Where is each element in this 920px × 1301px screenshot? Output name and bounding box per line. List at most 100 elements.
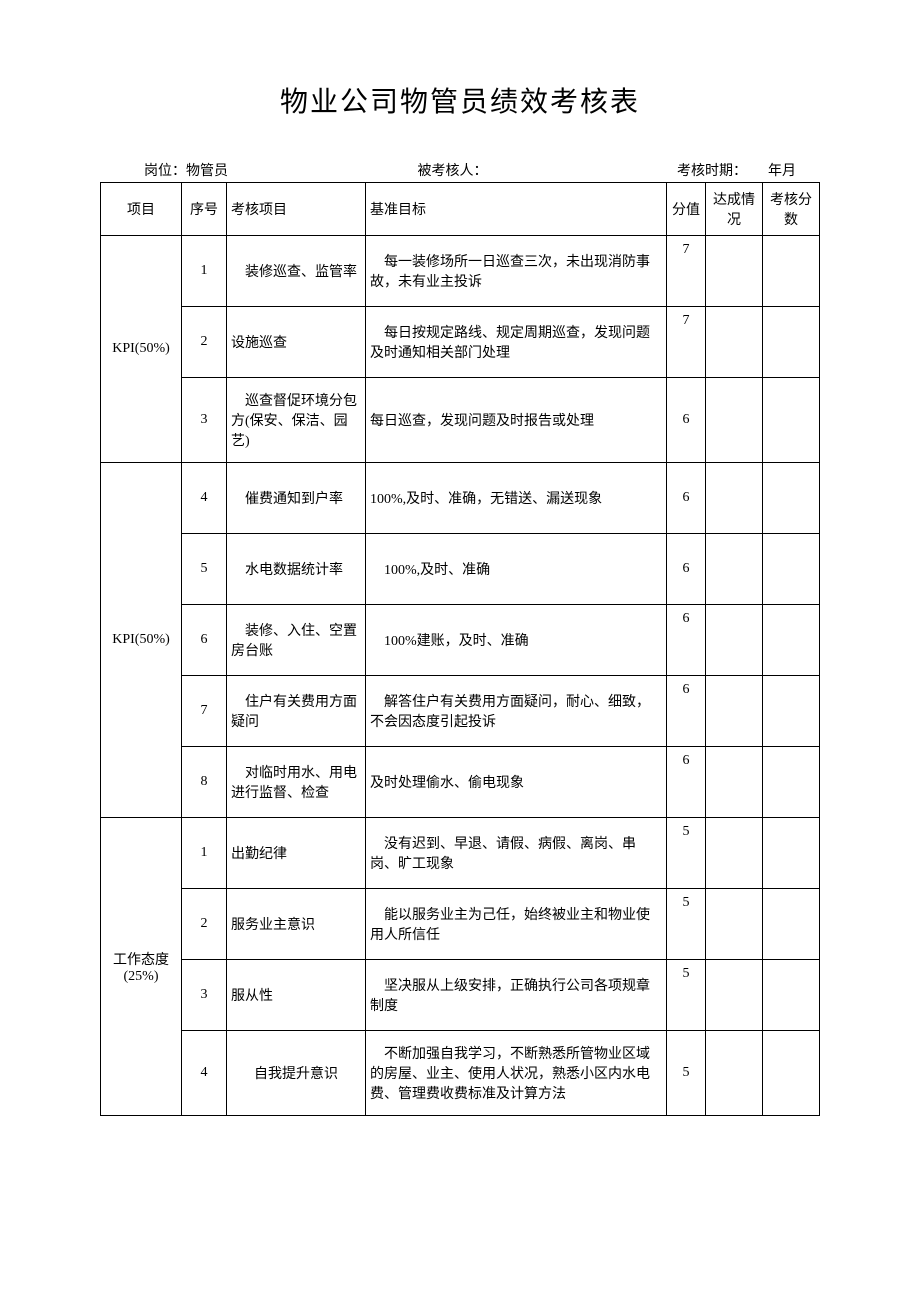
header-target: 基准目标 xyxy=(366,183,667,236)
meta-period: 考核时期： 年月 xyxy=(677,160,796,180)
cell-score: 5 xyxy=(667,889,706,960)
cell-target: 坚决服从上级安排，正确执行公司各项规章制度 xyxy=(366,960,667,1031)
cell-item: 自我提升意识 xyxy=(227,1031,366,1116)
cell-achieved xyxy=(706,463,763,534)
cell-result xyxy=(763,378,820,463)
cell-item: 设施巡查 xyxy=(227,307,366,378)
cell-seq: 3 xyxy=(182,378,227,463)
cell-item: 装修巡查、监管率 xyxy=(227,236,366,307)
cell-result xyxy=(763,747,820,818)
table-row: 工作态度(25%) 1 出勤纪律 没有迟到、早退、请假、病假、离岗、串岗、旷工现… xyxy=(101,818,820,889)
header-item: 考核项目 xyxy=(227,183,366,236)
cell-result xyxy=(763,960,820,1031)
page-title: 物业公司物管员绩效考核表 xyxy=(100,80,820,120)
cell-item: 装修、入住、空置房台账 xyxy=(227,605,366,676)
period-value: 年月 xyxy=(768,164,796,179)
cell-seq: 2 xyxy=(182,307,227,378)
cell-item: 服从性 xyxy=(227,960,366,1031)
cell-score: 5 xyxy=(667,960,706,1031)
header-seq: 序号 xyxy=(182,183,227,236)
cell-seq: 4 xyxy=(182,463,227,534)
cell-seq: 6 xyxy=(182,605,227,676)
cell-score: 5 xyxy=(667,1031,706,1116)
meta-row: 岗位：物管员 被考核人： 考核时期： 年月 xyxy=(100,160,820,180)
cell-score: 6 xyxy=(667,747,706,818)
cell-achieved xyxy=(706,818,763,889)
cell-achieved xyxy=(706,889,763,960)
cell-item: 服务业主意识 xyxy=(227,889,366,960)
assessee-label: 被考核人： xyxy=(418,164,488,179)
cell-item: 住户有关费用方面疑问 xyxy=(227,676,366,747)
cell-seq: 7 xyxy=(182,676,227,747)
cell-score: 7 xyxy=(667,236,706,307)
cell-result xyxy=(763,463,820,534)
table-header-row: 项目 序号 考核项目 基准目标 分值 达成情况 考核分数 xyxy=(101,183,820,236)
cell-achieved xyxy=(706,534,763,605)
cell-achieved xyxy=(706,236,763,307)
header-achieved: 达成情况 xyxy=(706,183,763,236)
cell-item: 巡查督促环境分包方(保安、保洁、园艺) xyxy=(227,378,366,463)
cell-score: 6 xyxy=(667,378,706,463)
meta-position: 岗位：物管员 xyxy=(144,160,228,180)
cell-result xyxy=(763,818,820,889)
cell-target: 不断加强自我学习，不断熟悉所管物业区域的房屋、业主、使用人状况，熟悉小区内水电费… xyxy=(366,1031,667,1116)
table-row: 5 水电数据统计率 100%,及时、准确 6 xyxy=(101,534,820,605)
header-result: 考核分数 xyxy=(763,183,820,236)
cell-target: 没有迟到、早退、请假、病假、离岗、串岗、旷工现象 xyxy=(366,818,667,889)
table-row: 2 服务业主意识 能以服务业主为己任，始终被业主和物业使用人所信任 5 xyxy=(101,889,820,960)
cell-result xyxy=(763,534,820,605)
table-row: 4 自我提升意识 不断加强自我学习，不断熟悉所管物业区域的房屋、业主、使用人状况… xyxy=(101,1031,820,1116)
cell-achieved xyxy=(706,605,763,676)
cell-target: 能以服务业主为己任，始终被业主和物业使用人所信任 xyxy=(366,889,667,960)
cell-achieved xyxy=(706,307,763,378)
cell-seq: 3 xyxy=(182,960,227,1031)
cell-item: 出勤纪律 xyxy=(227,818,366,889)
cell-seq: 5 xyxy=(182,534,227,605)
cell-target: 每日巡查，发现问题及时报告或处理 xyxy=(366,378,667,463)
table-row: 6 装修、入住、空置房台账 100%建账，及时、准确 6 xyxy=(101,605,820,676)
cell-seq: 4 xyxy=(182,1031,227,1116)
cell-result xyxy=(763,307,820,378)
cell-seq: 1 xyxy=(182,818,227,889)
cell-seq: 8 xyxy=(182,747,227,818)
cell-achieved xyxy=(706,676,763,747)
table-row: 2 设施巡查 每日按规定路线、规定周期巡查，发现问题及时通知相关部门处理 7 xyxy=(101,307,820,378)
cell-achieved xyxy=(706,378,763,463)
cell-item: 对临时用水、用电进行监督、检查 xyxy=(227,747,366,818)
table-row: KPI(50%) 4 催费通知到户率 100%,及时、准确，无错送、漏送现象 6 xyxy=(101,463,820,534)
cell-result xyxy=(763,889,820,960)
cell-target: 每日按规定路线、规定周期巡查，发现问题及时通知相关部门处理 xyxy=(366,307,667,378)
period-label: 考核时期： xyxy=(677,164,740,179)
cell-target: 解答住户有关费用方面疑问，耐心、细致，不会因态度引起投诉 xyxy=(366,676,667,747)
cell-score: 6 xyxy=(667,676,706,747)
table-row: 7 住户有关费用方面疑问 解答住户有关费用方面疑问，耐心、细致，不会因态度引起投… xyxy=(101,676,820,747)
cell-achieved xyxy=(706,747,763,818)
cell-target: 每一装修场所一日巡查三次，未出现消防事故，未有业主投诉 xyxy=(366,236,667,307)
cell-score: 5 xyxy=(667,818,706,889)
cell-seq: 1 xyxy=(182,236,227,307)
cell-score: 6 xyxy=(667,463,706,534)
cell-result xyxy=(763,676,820,747)
cell-target: 100%建账，及时、准确 xyxy=(366,605,667,676)
cell-achieved xyxy=(706,960,763,1031)
cell-result xyxy=(763,1031,820,1116)
cell-target: 100%,及时、准确，无错送、漏送现象 xyxy=(366,463,667,534)
cell-score: 7 xyxy=(667,307,706,378)
cell-score: 6 xyxy=(667,534,706,605)
cell-achieved xyxy=(706,1031,763,1116)
position-label: 岗位： xyxy=(144,164,186,179)
cell-result xyxy=(763,605,820,676)
assessment-table: 项目 序号 考核项目 基准目标 分值 达成情况 考核分数 KPI(50%) 1 … xyxy=(100,182,820,1116)
position-value: 物管员 xyxy=(186,164,228,179)
cell-item: 催费通知到户率 xyxy=(227,463,366,534)
cell-score: 6 xyxy=(667,605,706,676)
header-score: 分值 xyxy=(667,183,706,236)
cell-target: 100%,及时、准确 xyxy=(366,534,667,605)
group-label: 工作态度(25%) xyxy=(101,818,182,1116)
table-row: KPI(50%) 1 装修巡查、监管率 每一装修场所一日巡查三次，未出现消防事故… xyxy=(101,236,820,307)
header-project: 项目 xyxy=(101,183,182,236)
cell-target: 及时处理偷水、偷电现象 xyxy=(366,747,667,818)
table-row: 8 对临时用水、用电进行监督、检查 及时处理偷水、偷电现象 6 xyxy=(101,747,820,818)
group-label: KPI(50%) xyxy=(101,463,182,818)
group-label: KPI(50%) xyxy=(101,236,182,463)
